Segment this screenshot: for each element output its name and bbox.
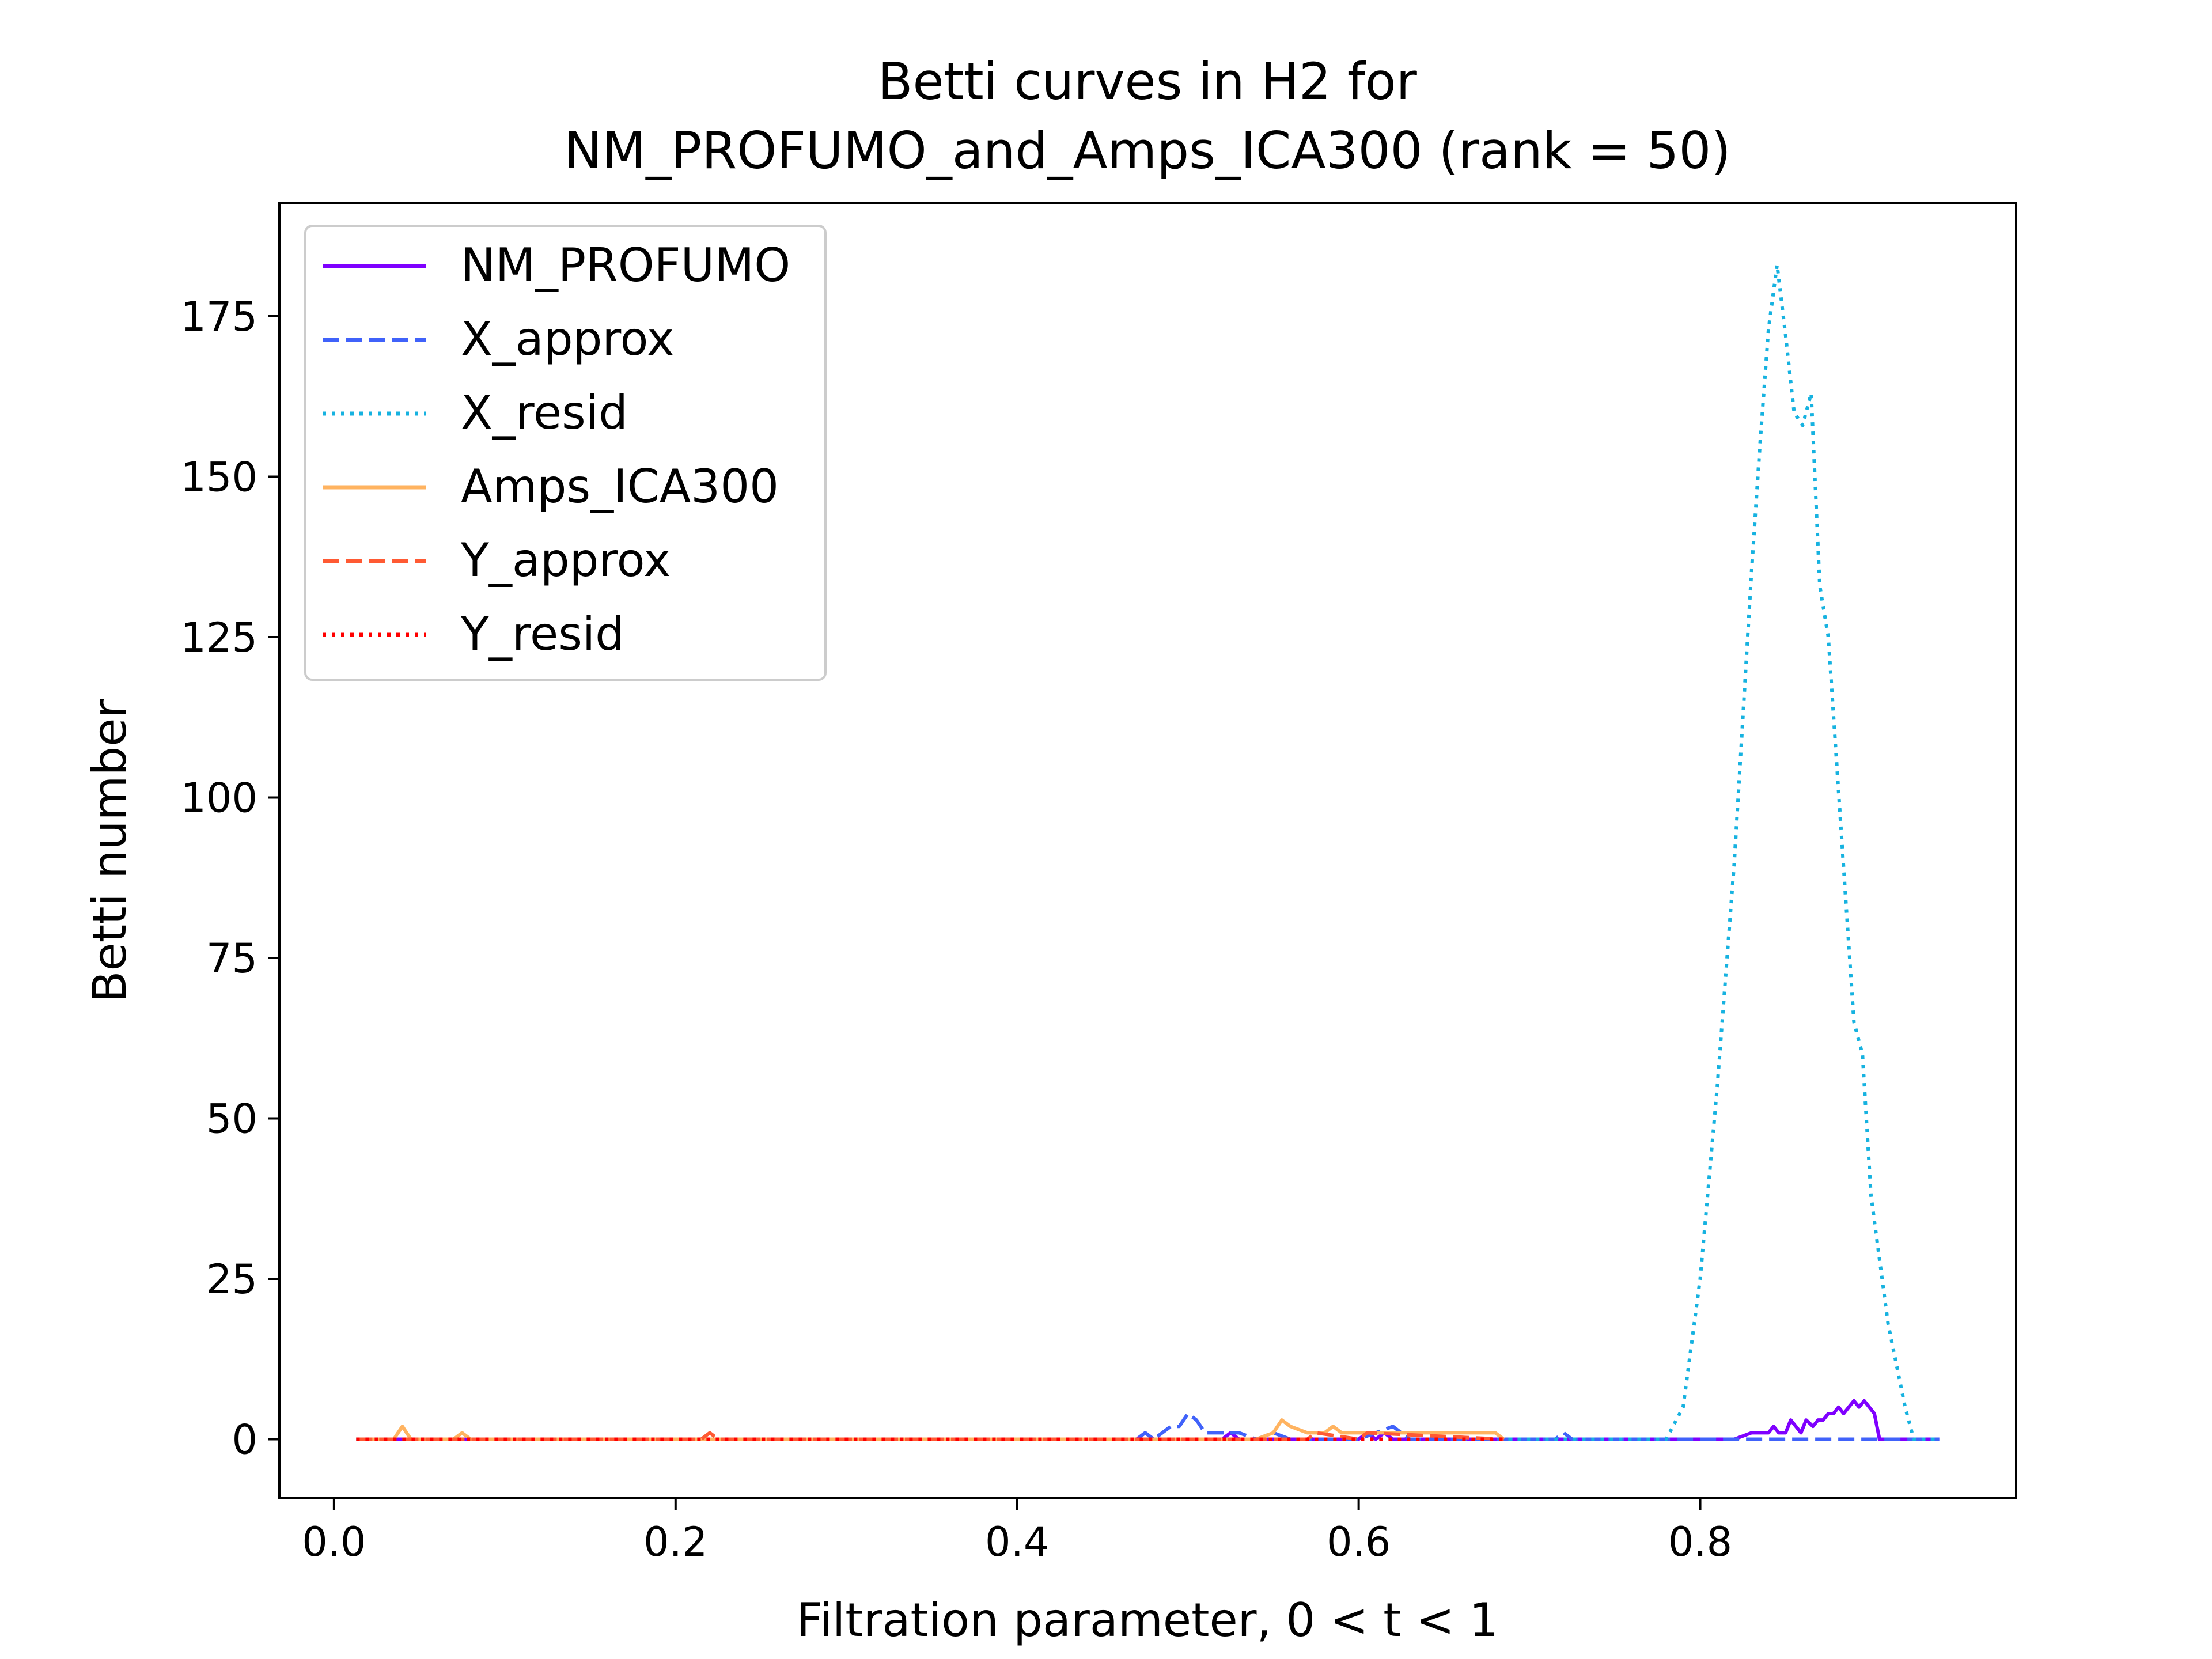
ticks-layer: 0.0 0.2 0.4 0.6 0.8 0 25 50 75 100 125 150 175 <box>180 293 1732 1566</box>
plot-frame <box>278 202 2017 1499</box>
x-tick-label: 0.8 <box>1668 1518 1732 1566</box>
chart-title-line-1: Betti curves in H2 for <box>878 52 1417 111</box>
y-tick-label: 75 <box>206 935 257 982</box>
legend-label-5: Y_resid <box>460 607 624 661</box>
legend: NM_PROFUMO X_approx X_resid Amps_ICA300 Y_ap… <box>304 225 827 681</box>
legend-label-2: X_resid <box>461 386 628 440</box>
legend-label-0: NM_PROFUMO <box>461 238 790 292</box>
x-tick-label: 0.6 <box>1327 1518 1391 1566</box>
y-tick-label: 175 <box>180 293 257 340</box>
series-line-1 <box>356 1412 1940 1441</box>
x-tick-label: 0.4 <box>985 1518 1049 1566</box>
series-line-0 <box>356 1399 1940 1441</box>
legend-label-4: Y_approx <box>460 533 671 587</box>
y-tick-label: 25 <box>206 1256 257 1303</box>
y-axis-label: Betti number <box>83 699 137 1003</box>
x-tick-label: 0.2 <box>643 1518 707 1566</box>
y-tick-label: 0 <box>232 1416 257 1464</box>
chart-title-line-2: NM_PROFUMO_and_Amps_ICA300 (rank = 50) <box>564 121 1730 180</box>
y-tick-label: 100 <box>180 775 257 822</box>
y-tick-label: 150 <box>180 454 257 501</box>
y-tick-label: 125 <box>180 614 257 661</box>
legend-box <box>304 225 827 681</box>
legend-entries: NM_PROFUMO X_approx X_resid Amps_ICA300 Y_ap… <box>323 238 790 661</box>
y-tick-label: 50 <box>206 1096 257 1143</box>
x-axis-label: Filtration parameter, 0 < t < 1 <box>797 1593 1499 1647</box>
legend-label-1: X_approx <box>461 312 674 366</box>
series-line-2 <box>356 263 1940 1441</box>
series-layer <box>356 263 1940 1441</box>
legend-label-3: Amps_ICA300 <box>461 460 779 513</box>
x-tick-label: 0.0 <box>302 1518 366 1566</box>
